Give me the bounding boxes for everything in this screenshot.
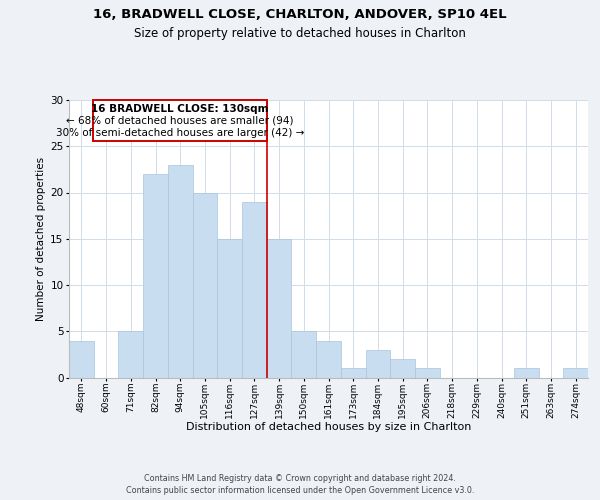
Bar (267, 239, 292, 378)
Bar (242, 202, 267, 378)
Text: 16, BRADWELL CLOSE, CHARLTON, ANDOVER, SP10 4EL: 16, BRADWELL CLOSE, CHARLTON, ANDOVER, S… (93, 8, 507, 20)
Bar (316, 340, 341, 378)
Bar (365, 350, 390, 378)
Text: Contains public sector information licensed under the Open Government Licence v3: Contains public sector information licen… (126, 486, 474, 495)
Text: ← 68% of detached houses are smaller (94): ← 68% of detached houses are smaller (94… (67, 116, 294, 126)
Bar (415, 368, 440, 378)
Text: 16 BRADWELL CLOSE: 130sqm: 16 BRADWELL CLOSE: 130sqm (91, 104, 269, 114)
Y-axis label: Number of detached properties: Number of detached properties (36, 156, 46, 321)
Text: Size of property relative to detached houses in Charlton: Size of property relative to detached ho… (134, 28, 466, 40)
Bar (390, 359, 415, 378)
Bar (514, 368, 539, 378)
Bar (193, 192, 217, 378)
Text: Distribution of detached houses by size in Charlton: Distribution of detached houses by size … (186, 422, 472, 432)
Bar (69, 340, 94, 378)
Text: 30% of semi-detached houses are larger (42) →: 30% of semi-detached houses are larger (… (56, 128, 304, 138)
Bar (292, 331, 316, 378)
FancyBboxPatch shape (93, 100, 267, 140)
Text: Contains HM Land Registry data © Crown copyright and database right 2024.: Contains HM Land Registry data © Crown c… (144, 474, 456, 483)
Bar (341, 368, 365, 378)
Bar (118, 331, 143, 378)
Bar (217, 239, 242, 378)
Bar (168, 165, 193, 378)
Bar (143, 174, 168, 378)
Bar (563, 368, 588, 378)
